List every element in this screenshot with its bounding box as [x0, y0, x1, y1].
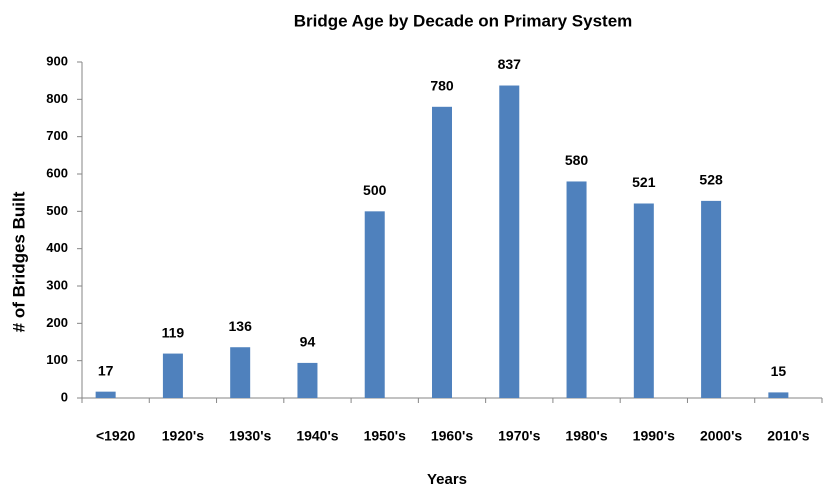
x-tick-label: 2010's: [767, 428, 809, 444]
x-tick-label: 2000's: [700, 428, 742, 444]
bar: [432, 106, 452, 399]
y-tick-label: 900: [46, 53, 68, 68]
bar: [499, 85, 520, 399]
bar: [701, 200, 722, 398]
x-tick-label: <1920: [96, 428, 136, 444]
data-label: 500: [363, 182, 387, 198]
x-tick-label: 1940's: [296, 428, 338, 444]
bar: [364, 211, 385, 398]
data-label: 528: [699, 172, 723, 188]
data-label: 521: [632, 174, 656, 190]
y-tick-label: 0: [61, 389, 68, 404]
x-axis-label: Years: [427, 471, 467, 488]
x-tick-label: 1960's: [431, 428, 473, 444]
y-tick-label: 800: [46, 91, 68, 106]
data-label: 119: [162, 324, 185, 340]
x-tick-label: 1920's: [162, 428, 204, 444]
y-tick-label: 700: [46, 128, 68, 143]
x-tick-label: 1990's: [633, 428, 675, 444]
data-label: 780: [430, 78, 454, 94]
bar: [768, 392, 789, 398]
x-tick-label: 1950's: [364, 428, 406, 444]
bar: [633, 203, 654, 398]
data-label: 15: [771, 363, 787, 379]
y-tick-label: 500: [46, 203, 68, 218]
bar: [566, 181, 587, 398]
x-tick-label: 1970's: [498, 428, 540, 444]
y-tick-label: 400: [46, 240, 68, 255]
bar: [230, 347, 251, 398]
x-tick-label: 1930's: [229, 428, 271, 444]
data-label: 136: [229, 318, 253, 334]
data-label: 837: [498, 56, 522, 72]
bar: [162, 353, 183, 398]
y-tick-label: 300: [46, 277, 68, 292]
bar: [297, 362, 318, 398]
y-tick-label: 100: [46, 352, 68, 367]
x-tick-label: 1980's: [565, 428, 607, 444]
chart-title: Bridge Age by Decade on Primary System: [294, 11, 633, 30]
y-tick-label: 200: [46, 315, 68, 330]
bar: [95, 391, 116, 398]
y-tick-label: 600: [46, 165, 68, 180]
data-label: 17: [98, 362, 114, 378]
data-label: 94: [300, 334, 316, 350]
y-axis-label: # of Bridges Built: [9, 191, 28, 332]
data-label: 580: [565, 152, 589, 168]
